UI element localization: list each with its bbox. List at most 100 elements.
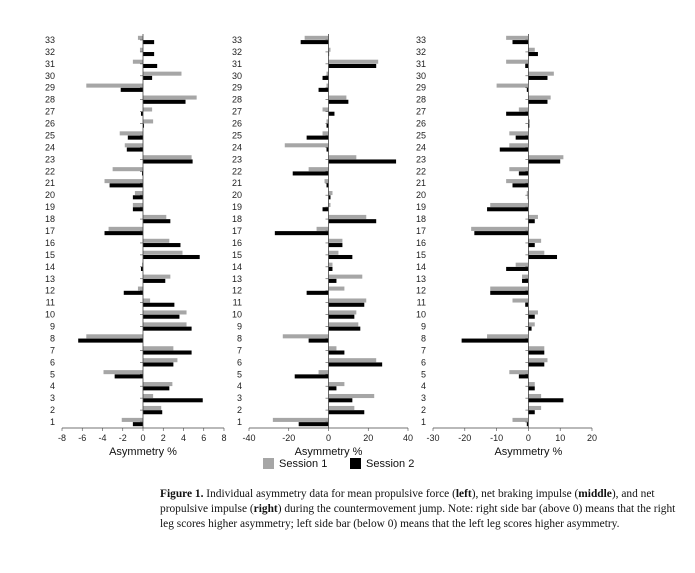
legend-label-session-2: Session 2 <box>366 458 414 470</box>
y-tick-label: 7 <box>421 345 426 355</box>
y-tick-label: 28 <box>45 95 55 105</box>
bar-panel1-s1-p26 <box>326 119 329 124</box>
y-tick-label: 11 <box>417 298 426 308</box>
bar-panel2-s2-p7 <box>528 350 545 355</box>
bar-panel2-s1-p15 <box>528 250 545 255</box>
bar-panel2-s2-p2 <box>528 410 535 415</box>
bar-panel1-s2-p28 <box>328 99 349 104</box>
bar-panel2-s2-p3 <box>528 398 564 403</box>
bar-panel1-s1-p21 <box>324 179 329 184</box>
bar-panel0-s1-p1 <box>121 417 143 422</box>
caption-part-5: right <box>253 503 278 515</box>
bar-panel0-s1-p23 <box>143 155 192 160</box>
caption-part-6: ) during the countermovement jump. Note:… <box>160 503 676 530</box>
y-tick-label: 12 <box>416 286 426 296</box>
y-tick-label: 11 <box>233 298 242 308</box>
y-tick-label: 24 <box>45 142 55 152</box>
bar-panel2-s2-p30 <box>528 75 548 80</box>
bar-panel1-s2-p25 <box>306 135 329 140</box>
bar-panel1-s2-p6 <box>328 362 383 367</box>
bar-panel0-s1-p19 <box>132 202 143 208</box>
y-tick-label: 29 <box>45 83 55 93</box>
bar-panel1-s2-p30 <box>322 75 329 80</box>
bar-panel0-s2-p26 <box>143 123 145 128</box>
y-tick-label: 15 <box>416 250 426 260</box>
y-tick-label: 22 <box>232 166 242 176</box>
bar-panel1-s1-p8 <box>282 334 329 339</box>
y-tick-label: 2 <box>50 405 55 415</box>
bar-panel1-s1-p2 <box>328 405 355 410</box>
bar-panel0-s2-p32 <box>143 52 155 57</box>
bar-panel2-s1-p30 <box>528 71 554 76</box>
bar-panel0-s2-p24 <box>126 147 143 152</box>
bar-panel0-s2-p27 <box>140 111 143 116</box>
y-tick-label: 16 <box>45 238 55 248</box>
x-tick-label: -4 <box>98 433 106 443</box>
bar-panel0-s1-p24 <box>124 143 143 148</box>
x-tick-label: 10 <box>555 433 565 443</box>
bar-panel1-s1-p7 <box>328 346 337 351</box>
bar-panel0-s1-p31 <box>132 59 143 64</box>
x-axis-label: Asymmetry % <box>494 446 562 458</box>
y-tick-label: 18 <box>45 214 55 224</box>
bar-panel2-s1-p25 <box>509 131 529 136</box>
y-tick-label: 18 <box>416 214 426 224</box>
bar-panel0-s2-p7 <box>143 350 192 355</box>
y-tick-label: 31 <box>232 59 242 69</box>
bar-panel2-s1-p8 <box>487 334 529 339</box>
y-tick-label: 23 <box>232 154 242 164</box>
y-tick-label: 13 <box>232 274 242 284</box>
x-axis-label: Asymmetry % <box>295 446 363 458</box>
y-tick-label: 30 <box>416 71 426 81</box>
bar-panel1-s1-p27 <box>322 107 329 112</box>
bar-panel1-s1-p30 <box>326 71 329 76</box>
y-tick-label: 30 <box>45 71 55 81</box>
bar-panel1-s2-p8 <box>308 338 329 343</box>
bar-panel1-s1-p12 <box>328 286 345 291</box>
bar-panel1-s1-p28 <box>328 95 347 100</box>
bar-panel2-s2-p13 <box>522 278 529 283</box>
y-tick-label: 4 <box>237 381 242 391</box>
bar-panel2-s2-p14 <box>506 266 529 271</box>
bar-panel1-s1-p14 <box>328 262 333 267</box>
bar-panel2-s1-p5 <box>509 370 529 375</box>
bar-panel2-s1-p3 <box>528 393 542 399</box>
y-tick-label: 30 <box>232 71 242 81</box>
bar-panel1-s1-p17 <box>316 226 329 231</box>
bar-panel0-s2-p3 <box>143 398 203 403</box>
y-tick-label: 17 <box>416 226 426 236</box>
y-tick-label: 5 <box>237 369 242 379</box>
bar-panel0-s2-p29 <box>120 87 143 92</box>
bar-panel2-s2-p11 <box>525 302 529 307</box>
bar-panel1-s1-p23 <box>328 155 357 160</box>
bar-panel0-s2-p30 <box>143 75 153 80</box>
bar-panel2-s1-p11 <box>512 298 529 303</box>
bar-panel1-s1-p4 <box>328 382 345 387</box>
bar-panel1-s1-p25 <box>322 131 329 136</box>
y-tick-label: 17 <box>232 226 242 236</box>
y-tick-label: 27 <box>416 107 426 117</box>
bar-panel1-s2-p12 <box>306 290 329 295</box>
y-tick-label: 28 <box>416 95 426 105</box>
y-tick-label: 1 <box>237 417 242 427</box>
y-tick-label: 33 <box>232 35 242 45</box>
bar-panel2-s2-p32 <box>528 52 538 57</box>
caption-part-3: middle <box>578 488 612 500</box>
bar-panel2-s1-p7 <box>528 346 545 351</box>
bar-panel1-s2-p4 <box>328 386 337 391</box>
bar-panel0-s1-p9 <box>143 322 187 327</box>
bar-panel2-s1-p19 <box>490 202 529 208</box>
bar-panel1-s1-p15 <box>328 250 339 255</box>
bar-panel2-s2-p33 <box>512 40 529 45</box>
y-tick-label: 12 <box>45 286 55 296</box>
bar-panel0-s1-p27 <box>143 107 153 112</box>
bar-panel0-s1-p22 <box>112 167 143 172</box>
caption-part-1: left <box>455 488 472 500</box>
bar-panel0-s2-p17 <box>104 231 143 236</box>
y-tick-label: 4 <box>50 381 55 391</box>
y-tick-label: 9 <box>421 322 426 332</box>
x-tick-label: 2 <box>161 433 166 443</box>
bar-panel0-s2-p28 <box>143 99 186 104</box>
bar-panel0-s2-p12 <box>123 290 143 295</box>
bar-panel1-s1-p16 <box>328 238 343 243</box>
